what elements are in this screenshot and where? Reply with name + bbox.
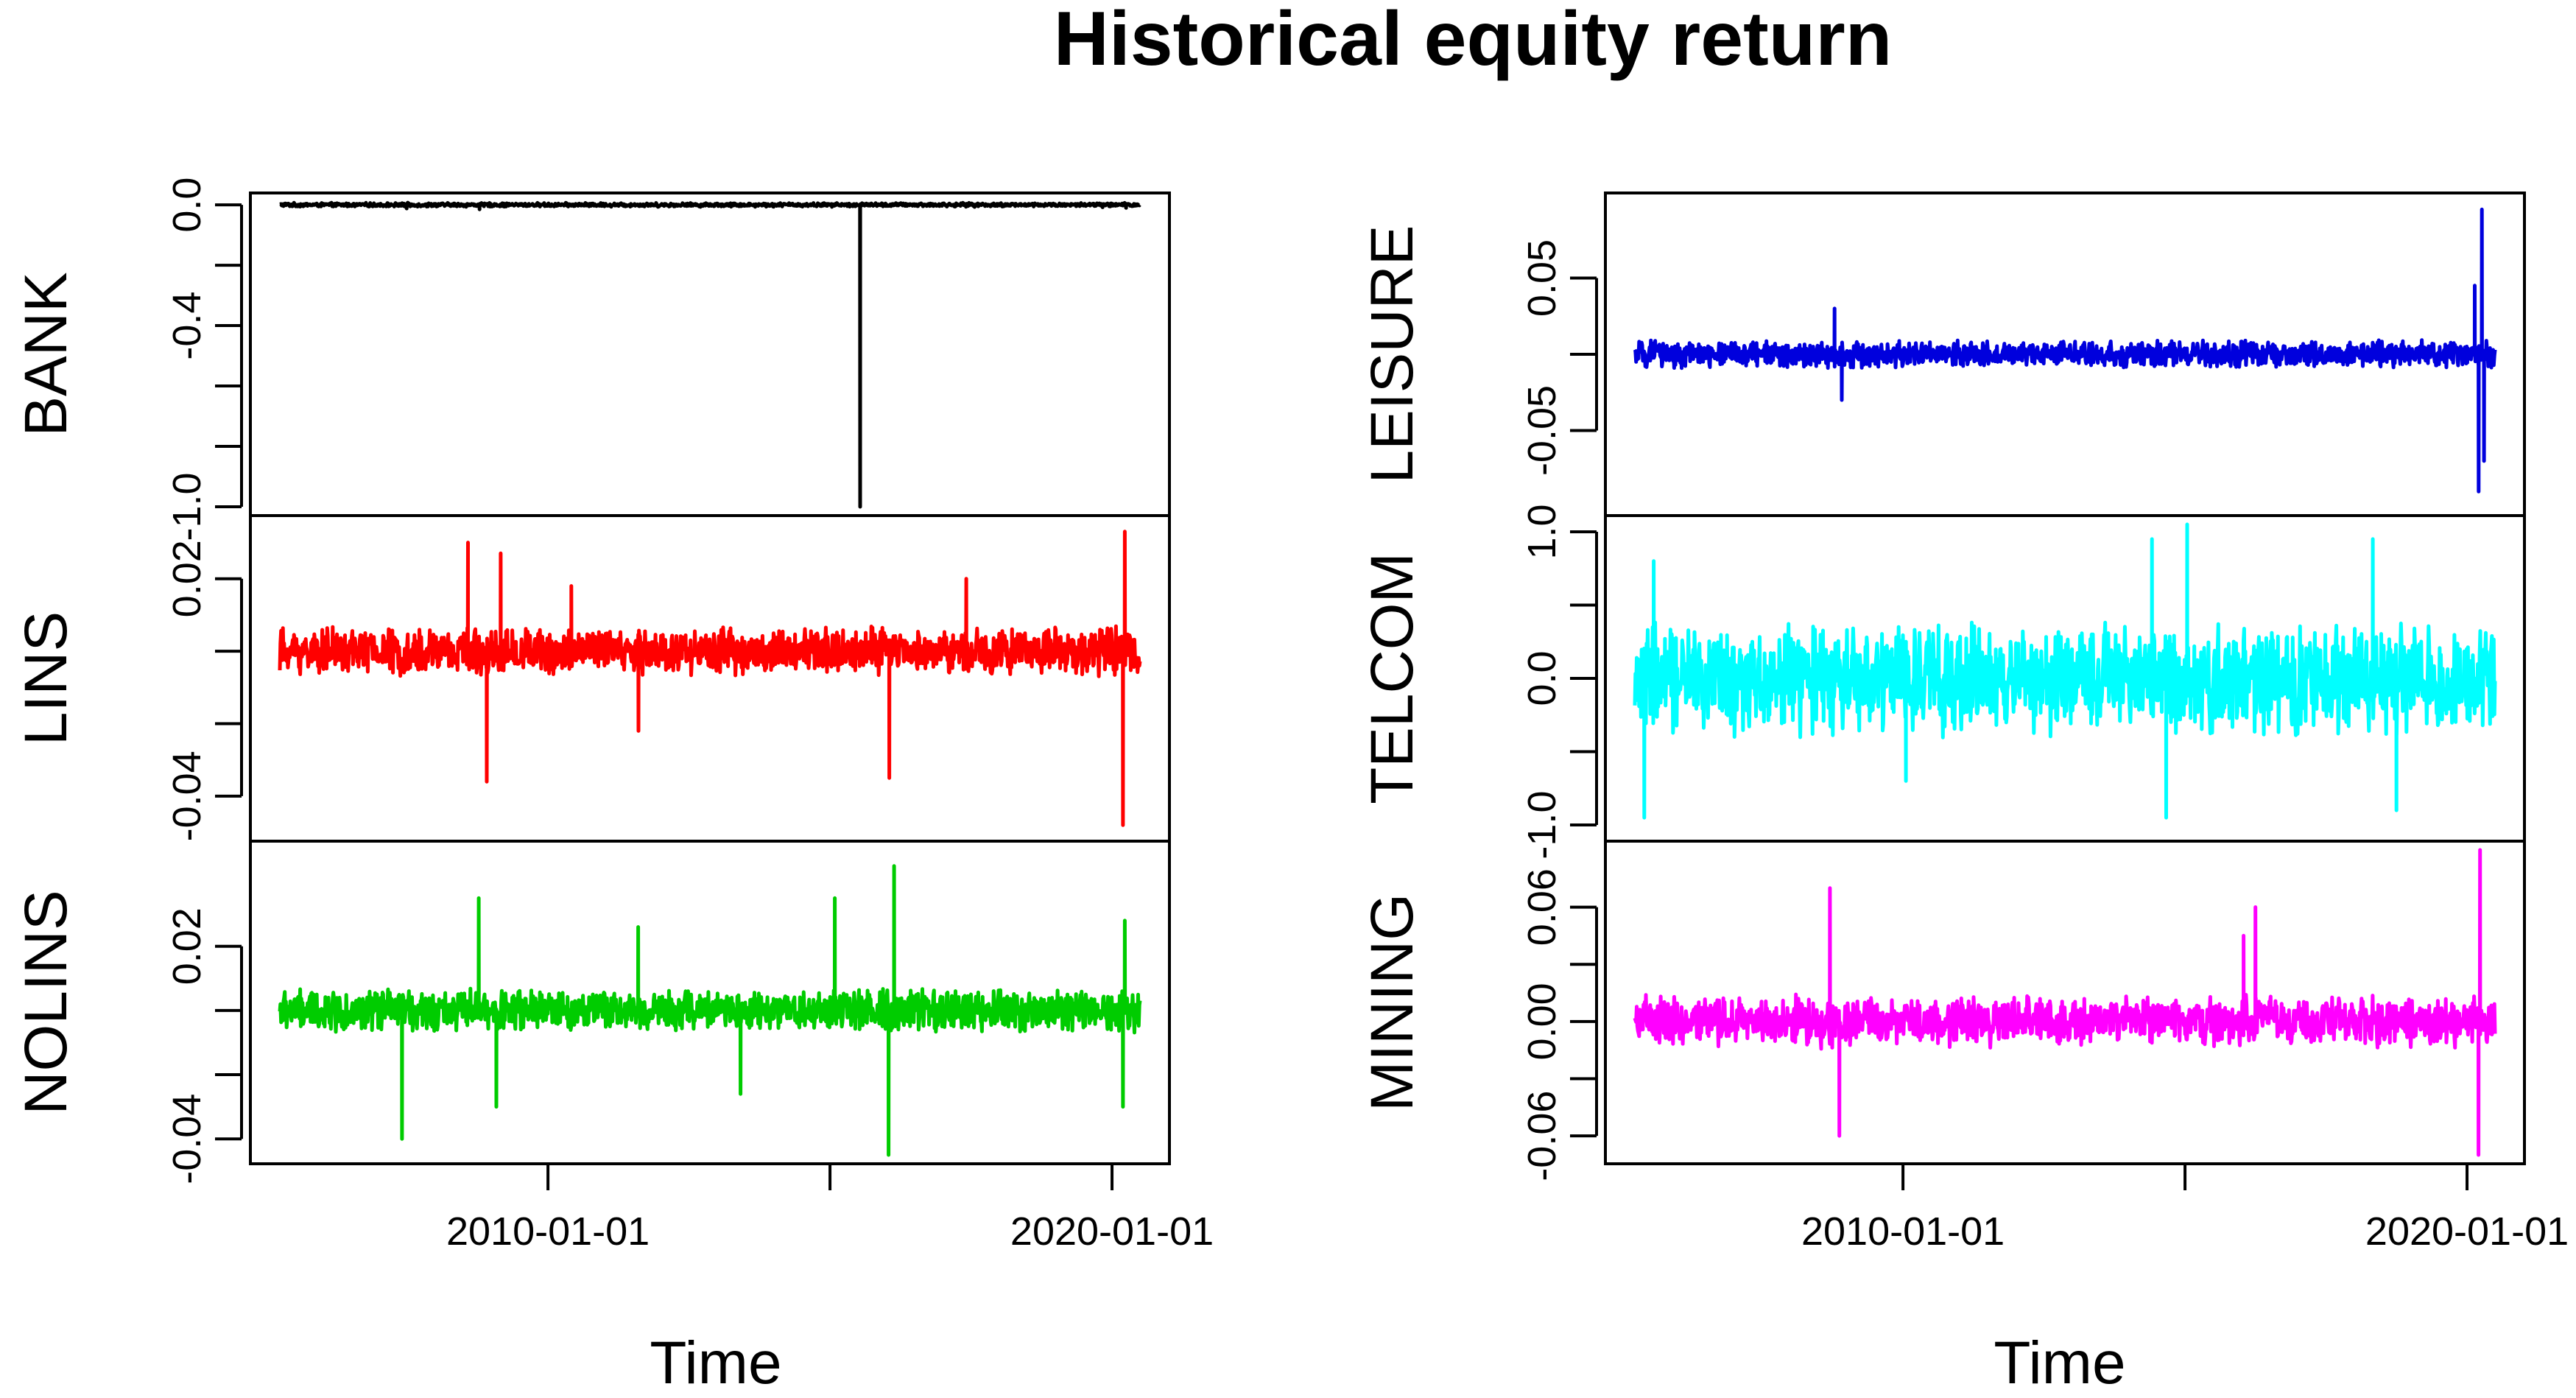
y-tick-label-mining: 0.00 xyxy=(1520,983,1564,1060)
chart-title: Historical equity return xyxy=(1054,0,1892,82)
y-tick-label-telcom: 0.0 xyxy=(1520,650,1564,706)
y-tick-label-bank: 0.0 xyxy=(165,178,209,233)
panel-telcom: 1.0 0.0 -1.0 TELCOM xyxy=(1359,504,2526,860)
y-tick-label-leisure: 0.05 xyxy=(1520,239,1564,317)
panel-leisure: 0.05 -0.05 LEISURE xyxy=(1359,192,2526,517)
x-axis-label-right: Time xyxy=(1993,1329,2125,1394)
series-line-bank xyxy=(278,200,1141,509)
panel-lins: 0.02 -0.04 LINS xyxy=(13,514,1171,843)
x-tick-label-left: 2020-01-01 xyxy=(1010,1209,1214,1254)
y-tick-label-telcom: 1.0 xyxy=(1520,504,1564,559)
y-tick-label-nolins: -0.04 xyxy=(165,1094,209,1184)
y-axis-label-nolins: NOLINS xyxy=(13,890,80,1114)
y-axis-label-mining: MINING xyxy=(1359,893,1426,1111)
panel-bank: 0.0 -0.4 -1.0 BANK xyxy=(13,178,1171,541)
x-axis-label-left: Time xyxy=(650,1329,781,1394)
panel-frame-lins xyxy=(249,514,1171,843)
y-tick-label-lins: -0.04 xyxy=(165,751,209,841)
x-tick-label-right: 2020-01-01 xyxy=(2365,1209,2569,1254)
panel-nolins: 0.02 -0.04 NOLINS xyxy=(13,840,1171,1184)
y-axis-label-telcom: TELCOM xyxy=(1359,552,1426,804)
y-axis-label-bank: BANK xyxy=(13,272,80,436)
panel-frame-nolins xyxy=(249,840,1171,1165)
series-line-nolins xyxy=(278,864,1142,1157)
y-tick-label-mining: -0.06 xyxy=(1520,1091,1564,1181)
y-tick-label-bank: -0.4 xyxy=(165,292,209,360)
y-axis-label-lins: LINS xyxy=(13,611,80,745)
panel-frame-mining xyxy=(1604,840,2526,1165)
panel-mining: 0.06 0.00 -0.06 MINING xyxy=(1359,840,2526,1181)
y-axis-label-leisure: LEISURE xyxy=(1359,225,1426,484)
y-tick-label-leisure: -0.05 xyxy=(1520,385,1564,476)
y-tick-label-lins: 0.02 xyxy=(165,540,209,617)
y-tick-label-bank: -1.0 xyxy=(165,472,209,541)
x-tick-label-left: 2010-01-01 xyxy=(446,1209,650,1254)
y-tick-label-telcom: -1.0 xyxy=(1520,791,1564,860)
series-line-lins xyxy=(278,530,1142,827)
panels-group: 0.0 -0.4 -1.0 BANK 0.02 -0.04 LINS 0.02 -0.04 NOL… xyxy=(13,178,2569,1254)
y-tick-label-nolins: 0.02 xyxy=(165,907,209,985)
series-line-leisure xyxy=(1633,207,2497,493)
series-line-mining xyxy=(1633,848,2497,1157)
series-line-telcom xyxy=(1633,522,2497,820)
panel-frame-bank xyxy=(249,192,1171,517)
y-tick-label-mining: 0.06 xyxy=(1520,868,1564,946)
x-tick-label-right: 2010-01-01 xyxy=(1801,1209,2005,1254)
